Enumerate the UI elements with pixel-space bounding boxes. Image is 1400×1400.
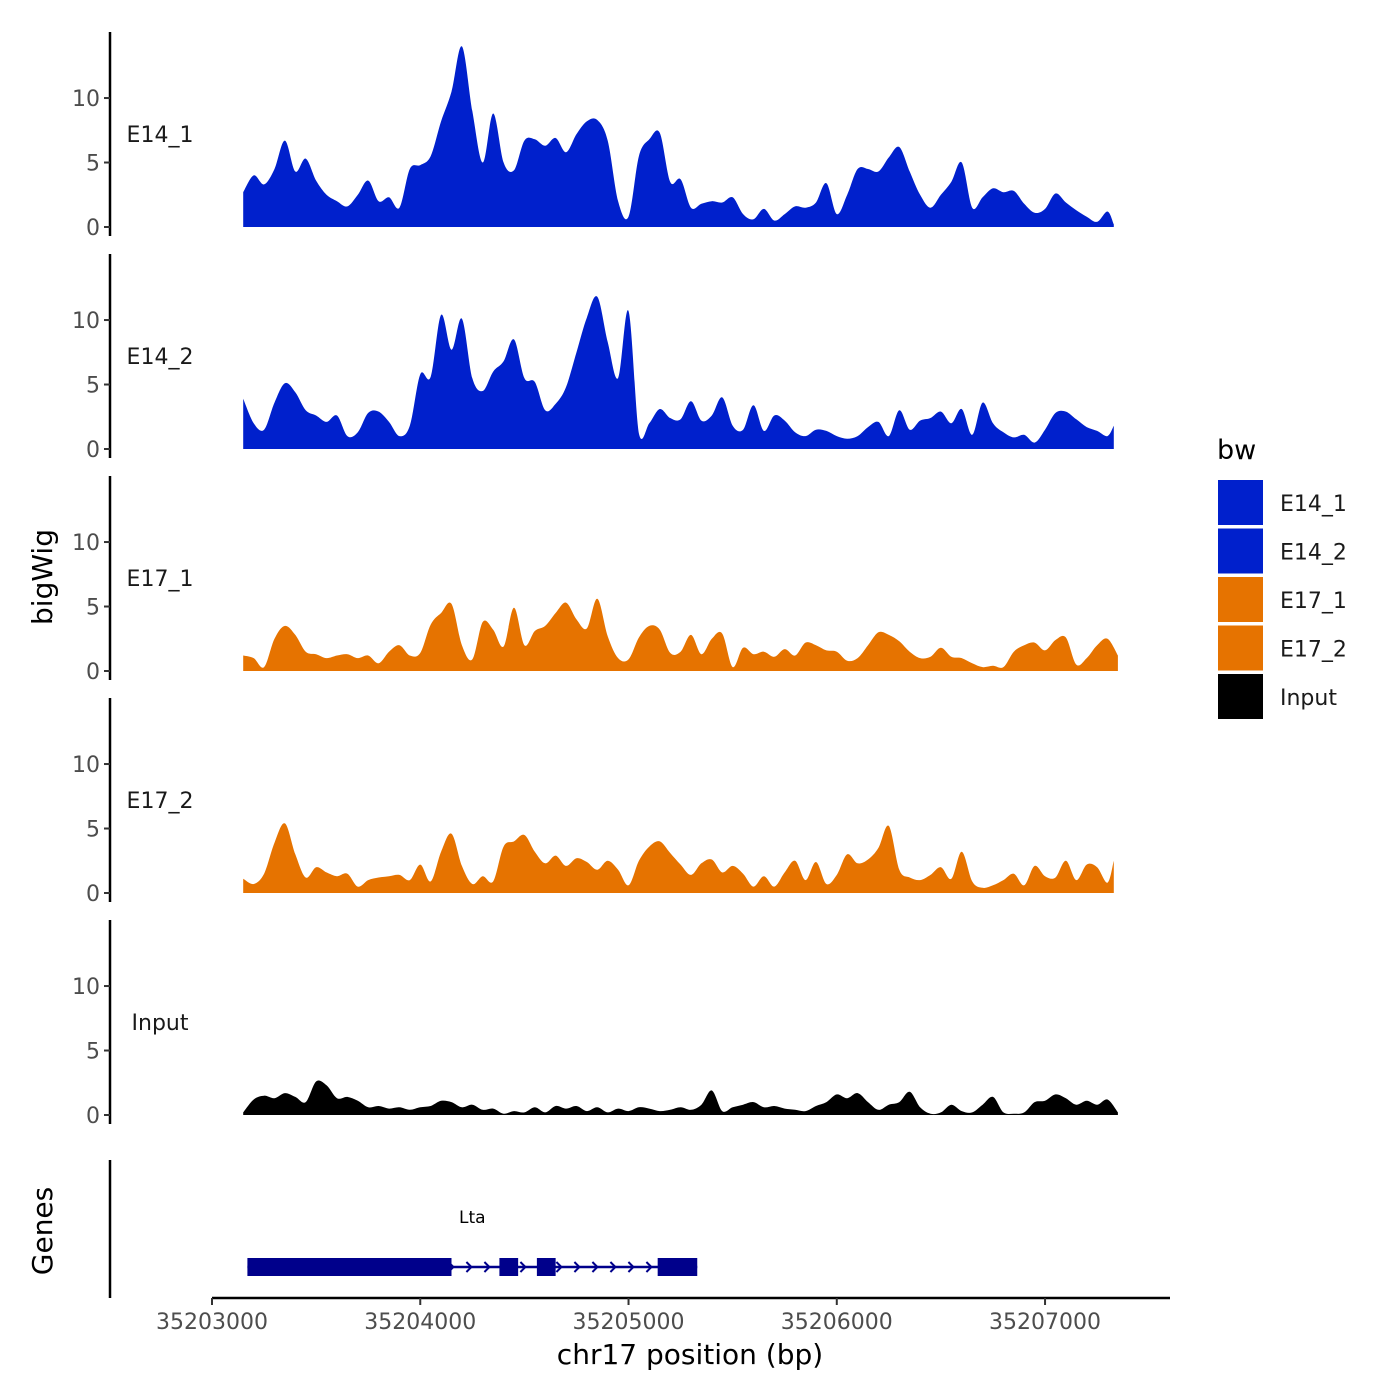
y-tick-label: 10 bbox=[72, 975, 100, 1000]
strand-arrow bbox=[483, 1261, 491, 1273]
gene-panel: Lta bbox=[108, 1160, 698, 1298]
track-label: E14_2 bbox=[127, 345, 194, 370]
strand-arrow bbox=[573, 1261, 581, 1273]
track-E14_2: 0 5 10 E14_2 bbox=[72, 254, 1114, 463]
track-label: E14_1 bbox=[127, 123, 194, 148]
strand-arrow bbox=[465, 1261, 473, 1273]
y-tick-label: 5 bbox=[86, 374, 100, 399]
y-tick-label: 5 bbox=[86, 1040, 100, 1065]
strand-arrow bbox=[519, 1261, 527, 1273]
legend-swatch-E17_1 bbox=[1218, 577, 1263, 622]
x-tick-label: 35204000 bbox=[364, 1310, 476, 1335]
track-E14_1: 0 5 10 E14_1 bbox=[72, 32, 1114, 241]
signal-area-E14_1 bbox=[243, 46, 1114, 228]
y-tick-label: 0 bbox=[86, 438, 100, 463]
y-tick-label: 10 bbox=[72, 87, 100, 112]
legend: bw E14_1 E14_2 E17_1 E17_2 Input bbox=[1217, 435, 1347, 719]
gene-exon bbox=[657, 1258, 698, 1276]
y-tick-label: 10 bbox=[72, 309, 100, 334]
legend-label: E17_2 bbox=[1280, 638, 1347, 663]
signal-area-E17_2 bbox=[243, 823, 1114, 893]
y-tick-label: 0 bbox=[86, 1104, 100, 1129]
legend-label: E17_1 bbox=[1280, 589, 1347, 614]
genes-panel-title: Genes bbox=[26, 1187, 59, 1275]
gene-label: Lta bbox=[459, 1208, 486, 1228]
signal-area-Input bbox=[243, 1080, 1118, 1115]
legend-swatch-E14_2 bbox=[1218, 528, 1263, 574]
y-tick-label: 0 bbox=[86, 660, 100, 685]
x-tick-label: 35207000 bbox=[989, 1310, 1101, 1335]
signal-tracks: 0 5 10 E14_1 0 5 10 E14_2 0 5 10 E17_1 0 5 10 E17_2 0 5 10… bbox=[72, 32, 1118, 1129]
track-Input: 0 5 10 Input bbox=[72, 920, 1118, 1129]
gene-exon bbox=[536, 1258, 556, 1276]
y-tick-label: 5 bbox=[86, 818, 100, 843]
x-tick-label: 35205000 bbox=[573, 1310, 685, 1335]
y-tick-label: 5 bbox=[86, 596, 100, 621]
x-axis: 35203000 35204000 35205000 35206000 35207000 bbox=[156, 1296, 1170, 1335]
legend-swatch-E14_1 bbox=[1218, 480, 1263, 525]
x-tick-label: 35203000 bbox=[156, 1310, 268, 1335]
y-tick-label: 0 bbox=[86, 882, 100, 907]
legend-title: bw bbox=[1217, 435, 1256, 466]
legend-label: E14_2 bbox=[1280, 541, 1347, 566]
y-tick-label: 10 bbox=[72, 753, 100, 778]
legend-swatch-E17_2 bbox=[1218, 625, 1263, 671]
strand-arrow bbox=[627, 1261, 635, 1273]
y-axis-title: bigWig bbox=[26, 529, 59, 625]
y-tick-label: 0 bbox=[86, 216, 100, 241]
y-tick-label: 10 bbox=[72, 531, 100, 556]
gene-exon bbox=[247, 1258, 452, 1276]
strand-arrow bbox=[555, 1261, 563, 1273]
x-axis-title: chr17 position (bp) bbox=[557, 1338, 823, 1371]
gene-exon bbox=[499, 1258, 519, 1276]
strand-arrow bbox=[645, 1261, 653, 1273]
track-E17_1: 0 5 10 E17_1 bbox=[72, 476, 1118, 685]
x-tick-label: 35206000 bbox=[781, 1310, 893, 1335]
strand-arrow bbox=[591, 1261, 599, 1273]
y-tick-label: 5 bbox=[86, 152, 100, 177]
track-label: Input bbox=[132, 1011, 189, 1036]
legend-label: E14_1 bbox=[1280, 492, 1347, 517]
track-E17_2: 0 5 10 E17_2 bbox=[72, 698, 1114, 907]
track-label: E17_1 bbox=[127, 567, 194, 592]
signal-area-E14_2 bbox=[243, 296, 1114, 449]
legend-swatch-Input bbox=[1218, 674, 1263, 719]
gene-Lta: Lta bbox=[247, 1208, 698, 1276]
track-label: E17_2 bbox=[127, 789, 194, 814]
legend-label: Input bbox=[1280, 686, 1337, 711]
strand-arrow bbox=[609, 1261, 617, 1273]
signal-area-E17_1 bbox=[243, 598, 1118, 671]
